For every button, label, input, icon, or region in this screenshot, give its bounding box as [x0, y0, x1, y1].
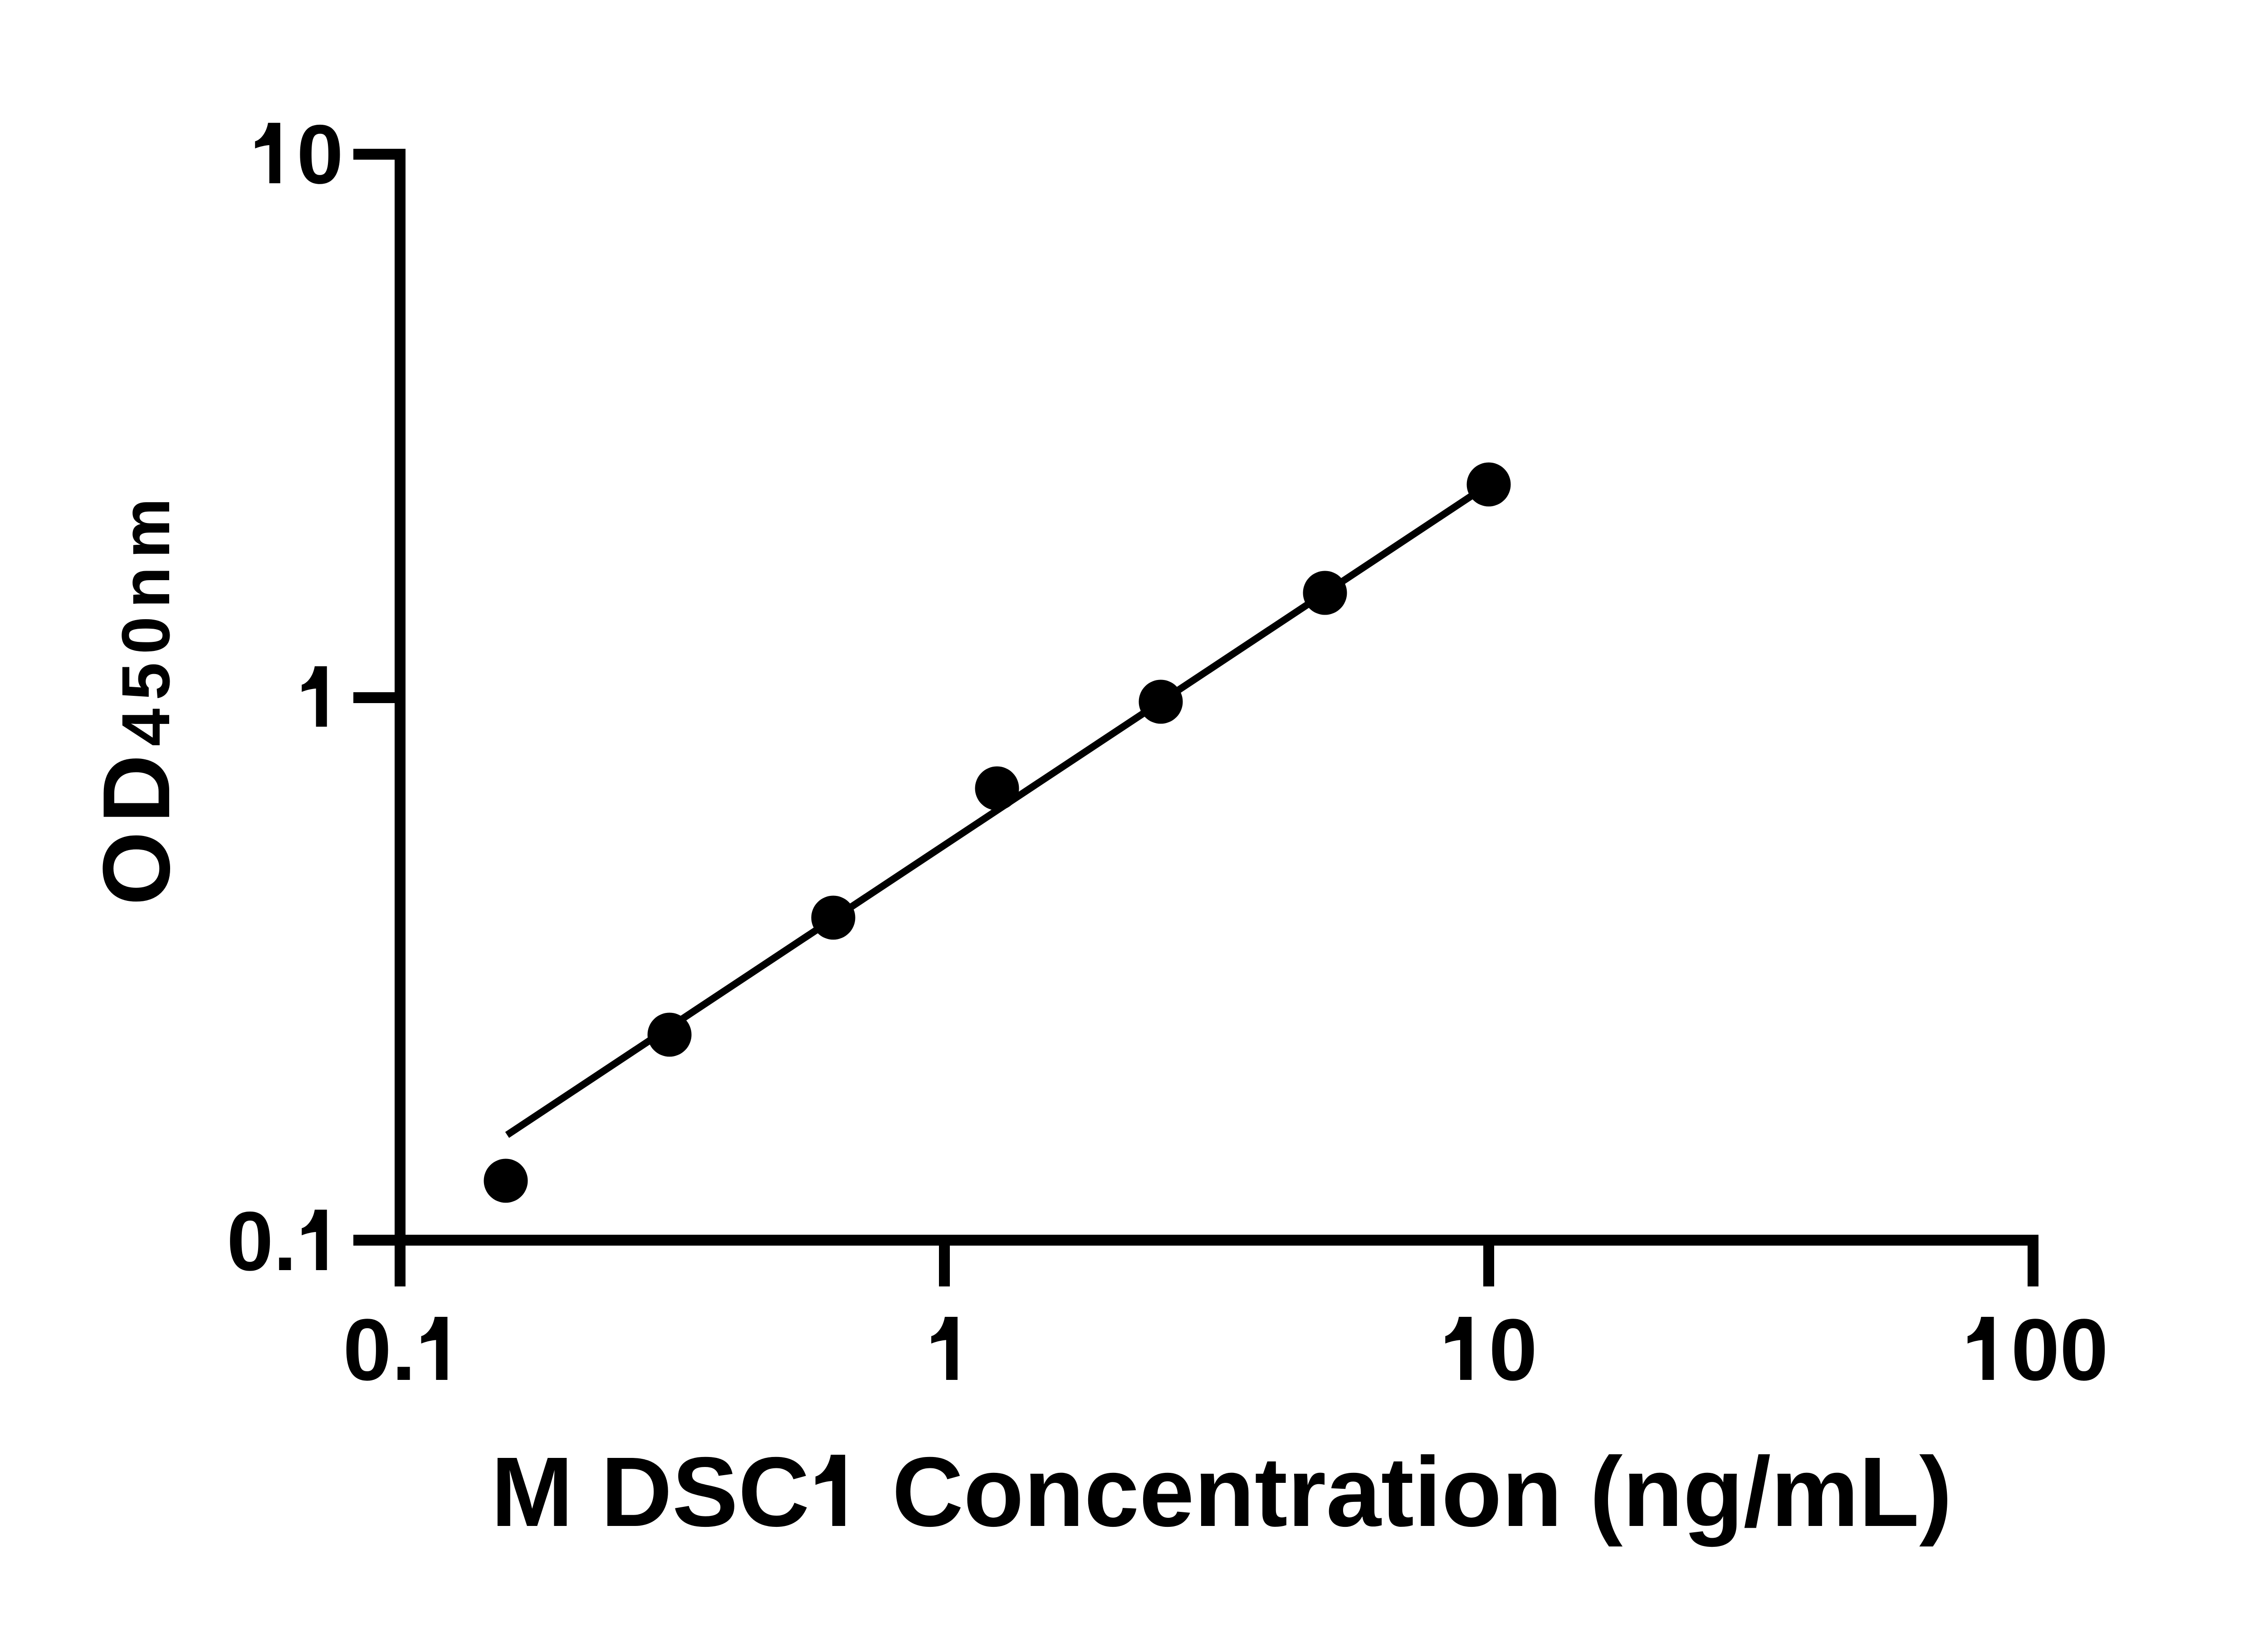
- svg-text:0: 0: [227, 1195, 274, 1288]
- svg-text:Concentration (ng/mL): Concentration (ng/mL): [892, 1437, 1952, 1547]
- svg-text:M DSC: M DSC: [491, 1437, 809, 1547]
- svg-text:0: 0: [297, 108, 343, 201]
- svg-text:OD450nm: OD450nm: [83, 490, 190, 905]
- svg-text:0: 0: [343, 1301, 391, 1398]
- svg-text:0: 0: [1489, 1301, 1537, 1398]
- svg-text:.: .: [274, 1195, 297, 1288]
- svg-text:00: 00: [2011, 1301, 2108, 1398]
- svg-text:.: .: [391, 1301, 416, 1398]
